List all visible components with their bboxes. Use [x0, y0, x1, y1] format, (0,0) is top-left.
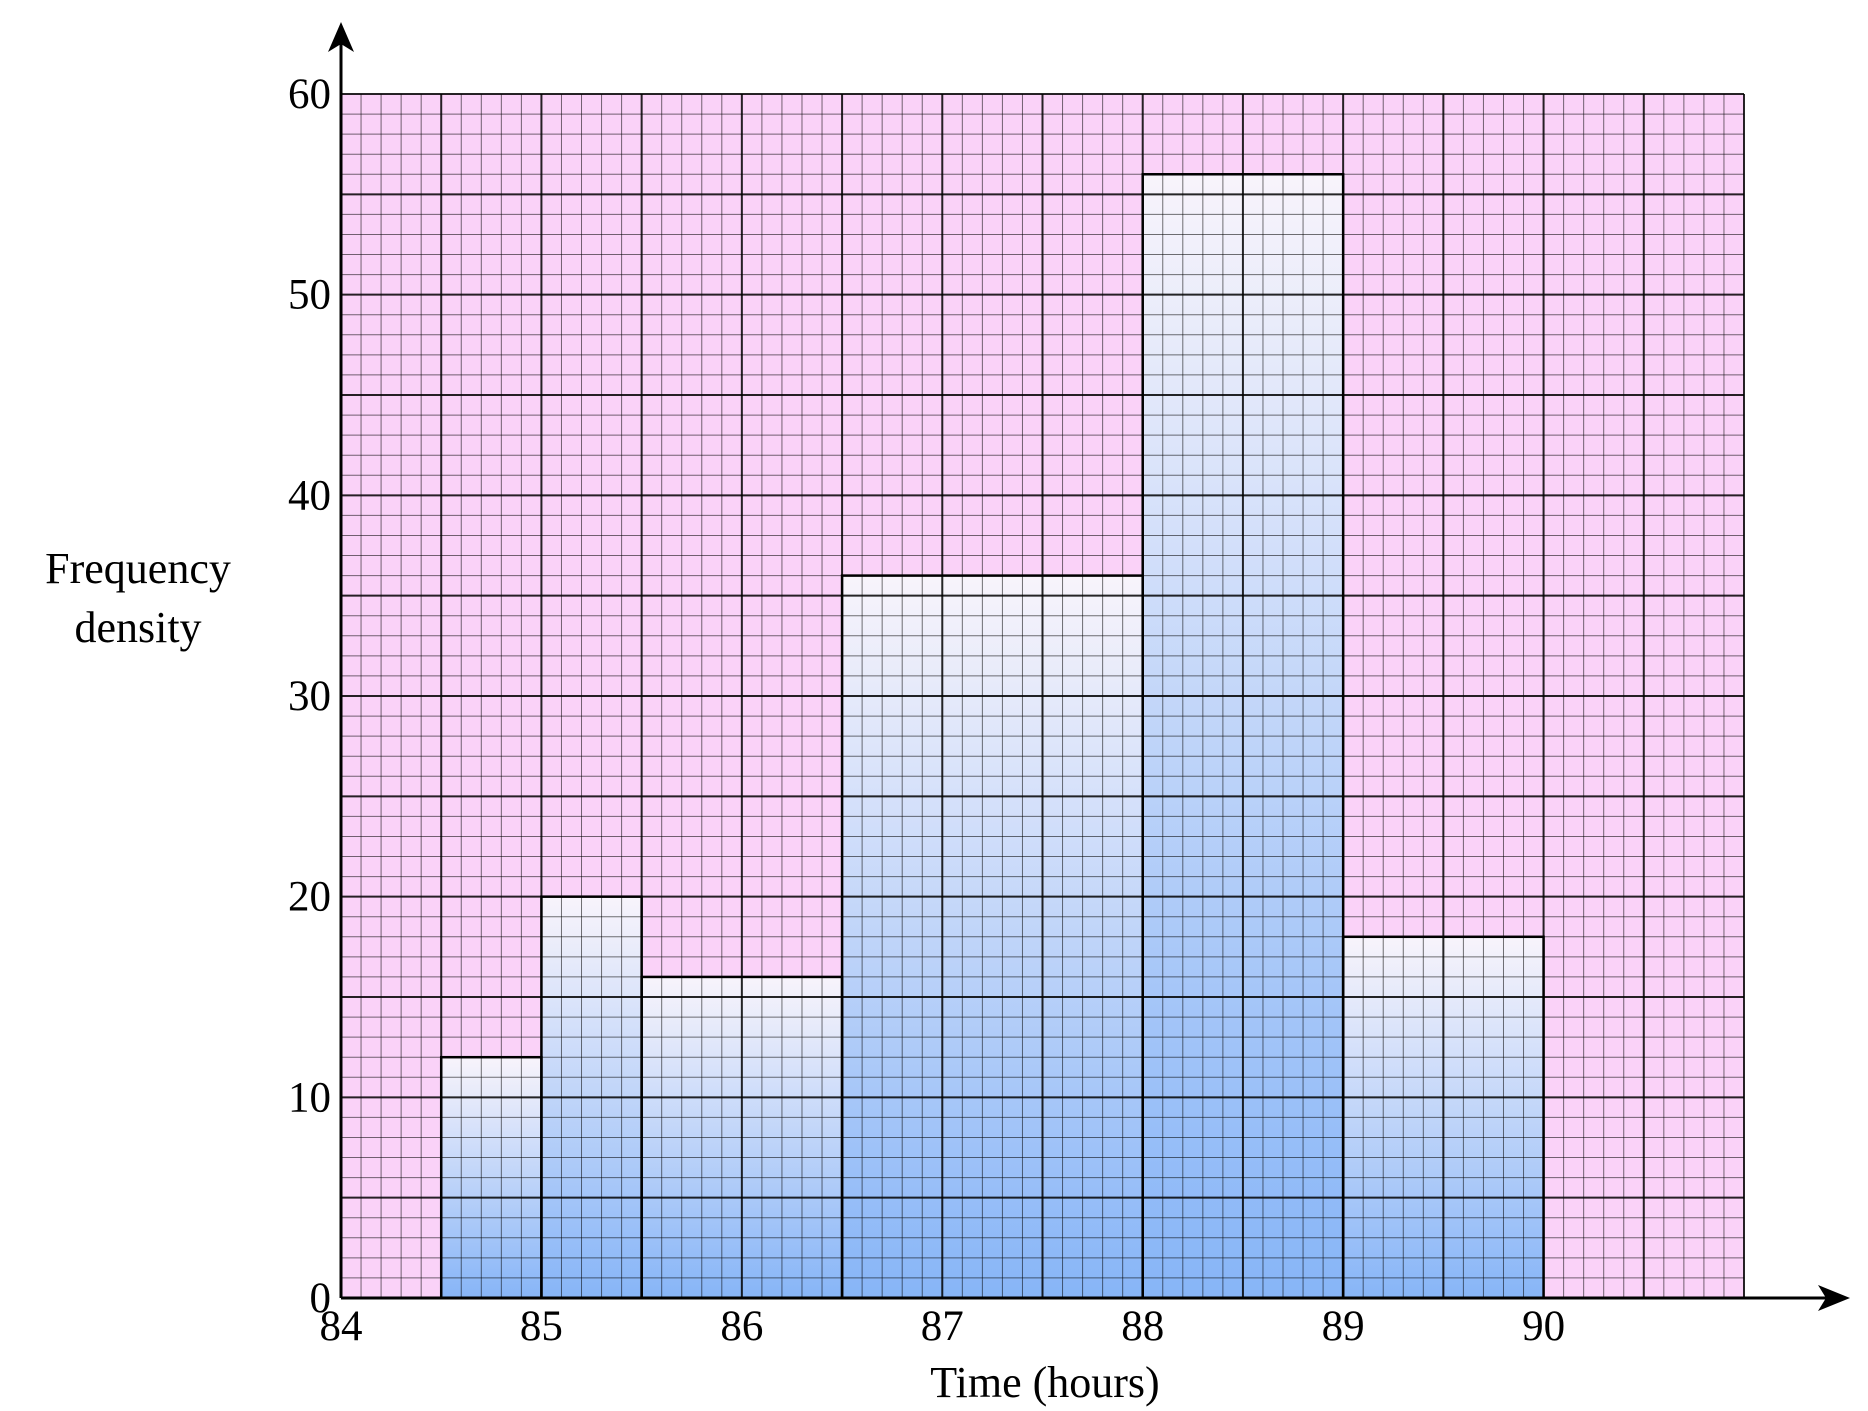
y-tick-label: 60 [288, 71, 331, 118]
x-tick-label: 88 [1121, 1303, 1164, 1350]
x-tick-label: 87 [921, 1303, 964, 1350]
x-tick-label: 86 [720, 1303, 763, 1350]
x-tick-label: 90 [1522, 1303, 1565, 1350]
x-tick-label: 89 [1322, 1303, 1365, 1350]
y-axis-label-line-1: Frequency [45, 544, 231, 593]
x-tick-label: 84 [320, 1303, 363, 1350]
y-tick-label: 40 [288, 472, 331, 519]
y-axis-label-line-2: density [74, 603, 201, 652]
x-axis-arrow-icon [1818, 1285, 1850, 1311]
x-axis-label: Time (hours) [930, 1358, 1159, 1407]
grid-lines [340, 93, 1745, 1299]
y-tick-label: 30 [288, 673, 331, 720]
y-tick-label: 50 [288, 272, 331, 319]
y-tick-labels: 0 10 20 30 40 50 60 [288, 71, 331, 1322]
x-tick-label: 85 [520, 1303, 563, 1350]
y-tick-label: 20 [288, 874, 331, 921]
y-axis-arrow-icon [328, 22, 354, 52]
x-tick-labels: 84 85 86 87 88 89 90 [320, 1303, 1566, 1350]
y-tick-label: 10 [288, 1074, 331, 1121]
y-tick-label: 0 [310, 1275, 332, 1322]
